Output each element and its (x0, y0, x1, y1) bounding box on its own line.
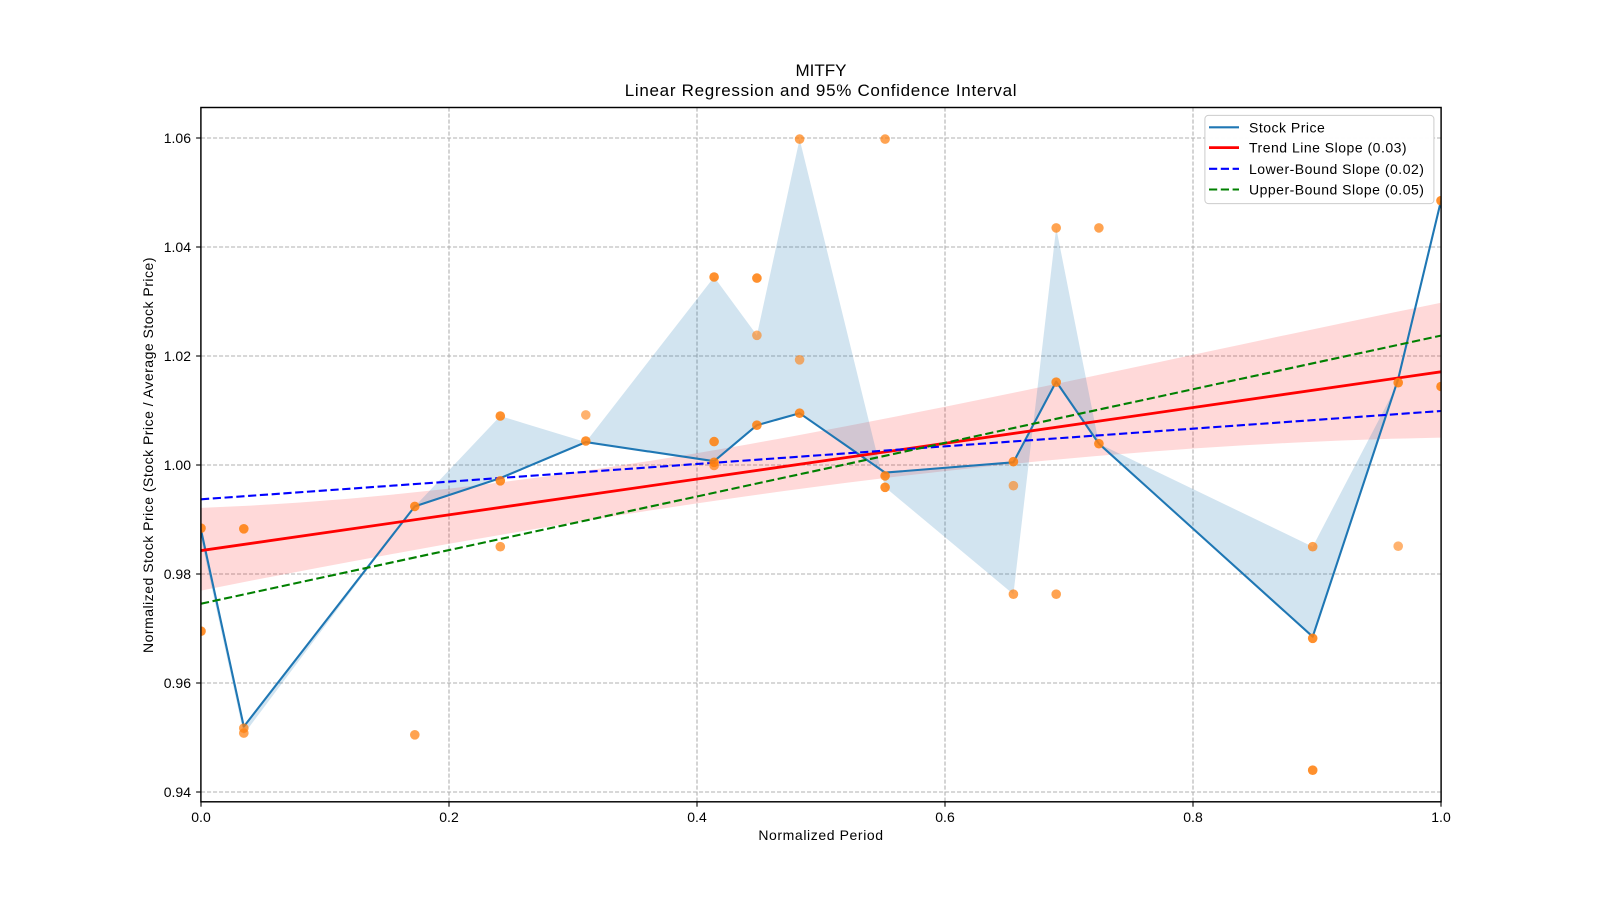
svg-text:0.98: 0.98 (164, 566, 191, 582)
svg-text:0.6: 0.6 (935, 809, 955, 825)
svg-text:1.04: 1.04 (164, 239, 191, 255)
svg-text:1.0: 1.0 (1431, 809, 1451, 825)
svg-text:0.2: 0.2 (439, 809, 459, 825)
svg-text:1.02: 1.02 (164, 348, 191, 364)
svg-text:0.96: 0.96 (164, 675, 191, 691)
svg-text:Stock Price: Stock Price (1249, 119, 1325, 135)
svg-text:0.0: 0.0 (191, 809, 211, 825)
svg-text:MITFY: MITFY (796, 61, 847, 80)
svg-text:Normalized Stock Price (Stock: Normalized Stock Price (Stock Price / Av… (140, 257, 156, 653)
svg-text:Upper-Bound Slope (0.05): Upper-Bound Slope (0.05) (1249, 182, 1424, 198)
svg-text:0.94: 0.94 (164, 784, 191, 800)
svg-text:0.8: 0.8 (1183, 809, 1203, 825)
svg-text:Normalized Period: Normalized Period (758, 827, 883, 843)
svg-text:Linear Regression and 95% Conf: Linear Regression and 95% Confidence Int… (625, 81, 1018, 100)
svg-text:Lower-Bound Slope (0.02): Lower-Bound Slope (0.02) (1249, 161, 1424, 177)
svg-text:0.4: 0.4 (687, 809, 707, 825)
svg-text:1.00: 1.00 (164, 457, 191, 473)
svg-text:1.06: 1.06 (164, 130, 191, 146)
svg-text:Trend Line Slope (0.03): Trend Line Slope (0.03) (1249, 140, 1407, 156)
